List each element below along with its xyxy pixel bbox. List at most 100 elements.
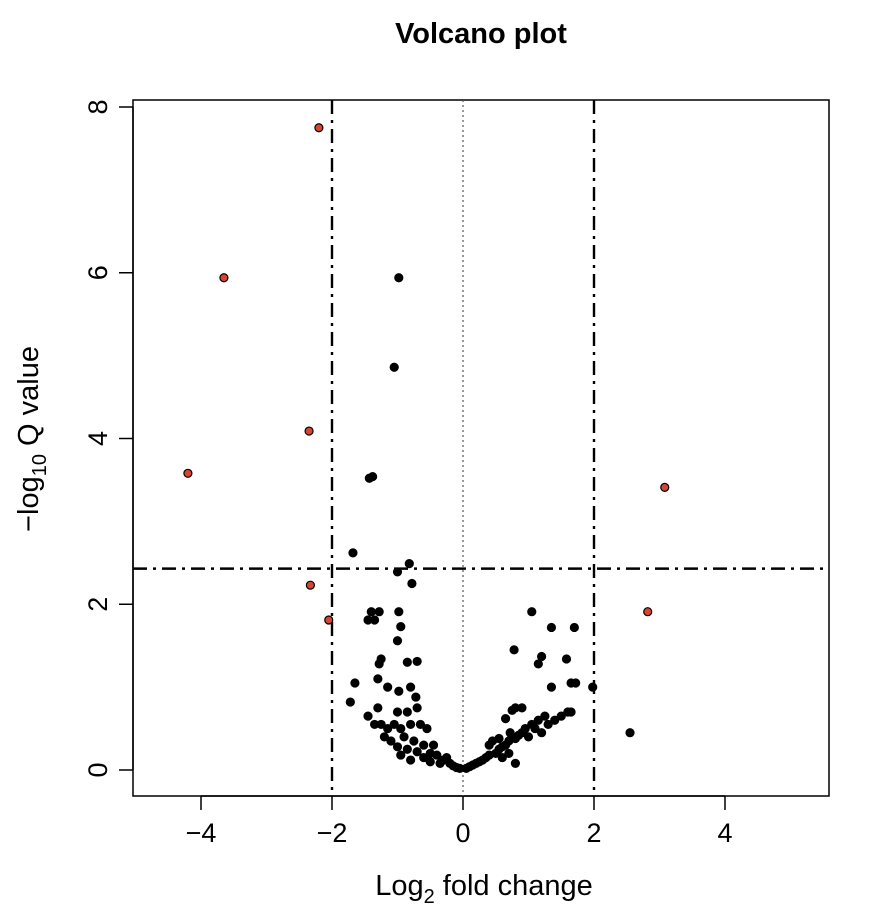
significant-point: [643, 607, 653, 617]
y-axis-label: −log10 Q value: [13, 346, 51, 532]
data-point: [625, 728, 635, 738]
significant-point: [304, 426, 314, 436]
y-axis-label-subscript: 10: [29, 454, 51, 476]
data-point: [505, 728, 515, 738]
data-point: [402, 744, 412, 754]
data-point: [540, 711, 550, 721]
x-tick-label: 4: [717, 818, 732, 848]
significant-point: [660, 482, 670, 492]
data-point: [435, 758, 445, 768]
data-point: [409, 736, 419, 746]
data-point: [556, 711, 566, 721]
data-point: [561, 654, 572, 664]
x-axis-label: Log2 fold change: [375, 870, 593, 908]
data-point: [546, 622, 557, 633]
data-point: [425, 757, 435, 767]
data-point: [407, 578, 417, 589]
data-point: [546, 682, 557, 692]
data-point: [350, 678, 360, 688]
data-point: [392, 567, 403, 577]
data-point: [394, 686, 404, 696]
y-tick-label: 6: [83, 265, 113, 280]
data-point: [376, 719, 386, 730]
data-point: [406, 719, 416, 730]
data-point: [550, 715, 560, 725]
data-point: [364, 473, 374, 483]
plot-area: [132, 99, 830, 797]
x-axis-label-prefix: Log: [375, 870, 423, 902]
x-tick-label: −4: [186, 818, 217, 848]
x-axis-label-subscript: 2: [424, 886, 435, 908]
data-point: [504, 748, 514, 759]
data-point: [379, 732, 389, 742]
data-point: [428, 740, 439, 750]
data-point: [412, 703, 422, 713]
data-point: [396, 723, 406, 734]
data-point: [406, 755, 416, 765]
data-point: [419, 740, 429, 750]
significant-point: [183, 468, 193, 478]
y-tick-label: 4: [83, 431, 113, 446]
reference-lines: [133, 100, 829, 796]
data-point: [530, 723, 540, 734]
data-point: [411, 692, 421, 702]
data-point: [402, 707, 412, 717]
y-tick-label: 2: [83, 597, 113, 612]
data-point: [383, 682, 393, 692]
data-point: [392, 742, 403, 752]
data-point: [392, 707, 403, 717]
data-point: [396, 750, 406, 760]
data-point: [509, 645, 519, 655]
data-point: [533, 715, 543, 725]
data-point: [366, 607, 376, 617]
data-point: [404, 559, 414, 569]
data-point: [369, 615, 380, 625]
y-axis-label-suffix: Q value: [13, 346, 45, 454]
data-points: [183, 123, 670, 773]
data-point: [432, 750, 442, 760]
data-point: [374, 607, 384, 617]
data-point: [412, 747, 422, 757]
data-point: [543, 719, 553, 730]
data-point: [494, 733, 504, 744]
y-tick-label: 0: [83, 762, 113, 777]
data-point: [389, 362, 399, 372]
data-point: [422, 723, 432, 734]
x-axis-label-suffix: fold change: [435, 870, 593, 902]
data-point: [566, 707, 576, 717]
data-point: [394, 607, 404, 617]
y-axis-label-prefix: −log: [13, 476, 45, 532]
data-point: [520, 723, 530, 734]
data-point: [510, 758, 521, 768]
x-tick-label: 2: [586, 818, 601, 848]
data-point: [533, 659, 543, 669]
data-point: [500, 714, 511, 724]
data-point: [402, 657, 412, 667]
significant-point: [314, 123, 324, 133]
data-point: [569, 622, 579, 633]
data-point: [588, 682, 598, 692]
data-point: [415, 719, 426, 730]
data-point: [392, 636, 403, 646]
y-tick-label: 8: [83, 99, 113, 114]
data-point: [394, 273, 404, 283]
plot-frame: [132, 99, 830, 797]
data-point: [419, 752, 429, 763]
x-tick-label: 0: [455, 818, 470, 848]
y-axis: 0 2 4 6 8: [83, 99, 134, 778]
significant-point: [219, 273, 229, 283]
data-point: [374, 659, 384, 669]
data-point: [517, 703, 527, 713]
data-point: [412, 656, 422, 667]
chart-title: Volcano plot: [395, 18, 567, 50]
data-point: [345, 697, 355, 707]
data-point: [396, 622, 406, 632]
data-point: [536, 728, 547, 738]
data-point: [348, 548, 358, 558]
data-point: [373, 674, 383, 684]
data-point: [399, 732, 409, 742]
data-point: [406, 682, 416, 692]
data-point: [571, 678, 581, 688]
